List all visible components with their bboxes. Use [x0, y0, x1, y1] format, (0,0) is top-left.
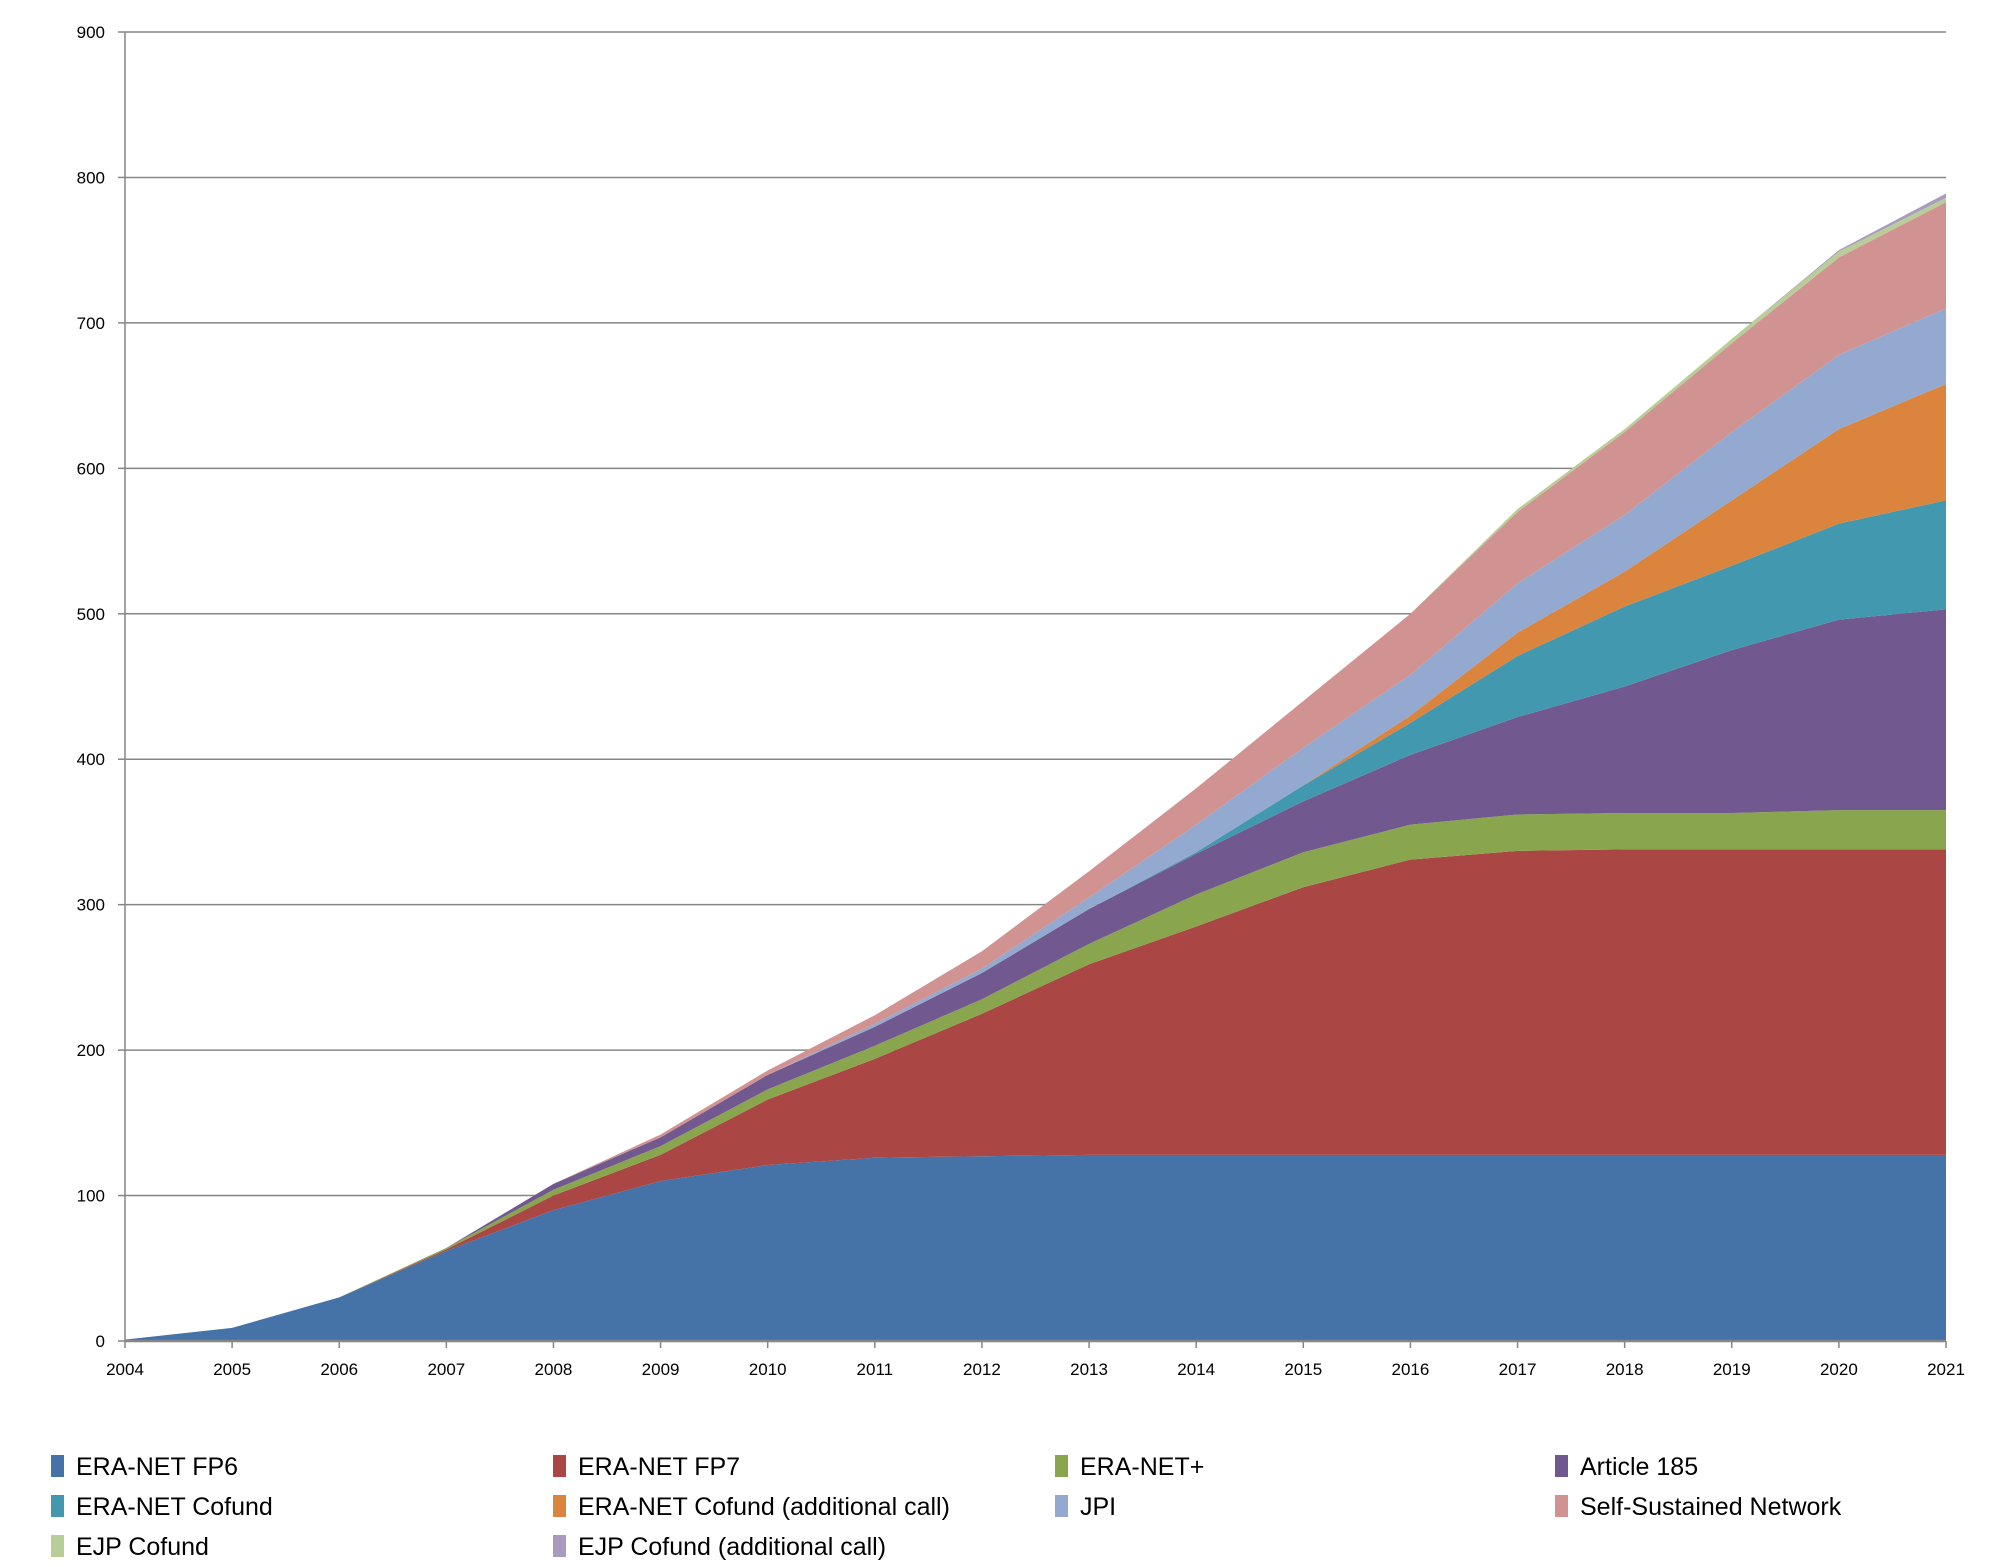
- legend-swatch: [553, 1495, 566, 1517]
- area-era-net-fp6: [125, 1154, 1946, 1341]
- legend-swatch: [553, 1535, 566, 1557]
- legend: ERA-NET FP6 ERA-NET FP7 ERA-NET+ Article 18…: [51, 1453, 1842, 1561]
- x-tick-label: 2006: [320, 1360, 358, 1379]
- legend-item: EJP Cofund: [51, 1533, 209, 1561]
- y-tick-label: 700: [77, 314, 105, 333]
- y-tick-label: 400: [77, 750, 105, 769]
- legend-item: JPI: [1055, 1493, 1116, 1521]
- x-tick-label: 2014: [1177, 1360, 1215, 1379]
- legend-label: Self-Sustained Network: [1580, 1493, 1842, 1521]
- legend-label: ERA-NET FP7: [578, 1453, 740, 1481]
- legend-label: EJP Cofund: [76, 1533, 209, 1561]
- x-tick-label: 2004: [106, 1360, 144, 1379]
- gridlines: [125, 31, 1946, 1197]
- legend-label: ERA-NET+: [1080, 1453, 1204, 1481]
- legend-label: ERA-NET Cofund (additional call): [578, 1493, 950, 1521]
- x-tick-label: 2007: [427, 1360, 465, 1379]
- legend-item: EJP Cofund (additional call): [553, 1533, 886, 1561]
- legend-label: ERA-NET Cofund: [76, 1493, 273, 1521]
- legend-label: EJP Cofund (additional call): [578, 1533, 886, 1561]
- legend-item: ERA-NET Cofund (additional call): [553, 1493, 950, 1521]
- x-tick-label: 2011: [857, 1360, 894, 1379]
- x-tick-label: 2013: [1070, 1360, 1108, 1379]
- legend-swatch: [51, 1495, 64, 1517]
- legend-item: Self-Sustained Network: [1555, 1493, 1842, 1521]
- legend-swatch: [553, 1455, 566, 1477]
- legend-swatch: [1055, 1455, 1068, 1477]
- legend-swatch: [1055, 1495, 1068, 1517]
- y-tick-label: 500: [77, 605, 105, 624]
- x-tick-label: 2020: [1820, 1360, 1858, 1379]
- y-tick-label: 300: [77, 896, 105, 915]
- x-tick-labels: 2004 2005 2006 2007 2008 2009 2010 2011 2012 2013…: [106, 1360, 1965, 1379]
- legend-swatch: [1555, 1455, 1568, 1477]
- x-tick-label: 2019: [1713, 1360, 1751, 1379]
- x-tick-label: 2018: [1606, 1360, 1644, 1379]
- legend-item: Article 185: [1555, 1453, 1698, 1481]
- x-tick-label: 2021: [1927, 1360, 1965, 1379]
- series-areas: [125, 193, 1946, 1341]
- legend-item: ERA-NET FP6: [51, 1453, 238, 1481]
- x-tick-label: 2009: [642, 1360, 680, 1379]
- x-tick-label: 2010: [749, 1360, 787, 1379]
- legend-swatch: [1555, 1495, 1568, 1517]
- legend-item: ERA-NET Cofund: [51, 1493, 273, 1521]
- y-tick-label: 200: [77, 1041, 105, 1060]
- x-tick-label: 2008: [535, 1360, 573, 1379]
- area-jpi: [125, 308, 1946, 1340]
- x-tick-label: 2005: [213, 1360, 251, 1379]
- x-tick-label: 2015: [1284, 1360, 1322, 1379]
- y-tick-label: 0: [96, 1332, 105, 1351]
- legend-label: Article 185: [1580, 1453, 1698, 1481]
- y-tick-label: 800: [77, 168, 105, 187]
- area-article-185: [125, 609, 1946, 1340]
- area-era-net-cofund: [125, 500, 1946, 1340]
- y-tick-label: 600: [77, 459, 105, 478]
- y-tick-labels: 0 100 200 300 400 500 600 700 800 900: [77, 23, 105, 1351]
- legend-item: ERA-NET FP7: [553, 1453, 740, 1481]
- x-tick-label: 2017: [1499, 1360, 1537, 1379]
- x-tick-label: 2012: [963, 1360, 1001, 1379]
- legend-label: ERA-NET FP6: [76, 1453, 238, 1481]
- area-era-net-fp7: [125, 849, 1946, 1340]
- legend-swatch: [51, 1455, 64, 1477]
- axes: [118, 31, 1947, 1348]
- x-tick-label: 2016: [1391, 1360, 1429, 1379]
- legend-label: JPI: [1080, 1493, 1116, 1521]
- legend-item: ERA-NET+: [1055, 1453, 1204, 1481]
- legend-swatch: [51, 1535, 64, 1557]
- area-era-net-cofund-additional-call: [125, 383, 1946, 1340]
- y-tick-label: 900: [77, 23, 105, 42]
- y-tick-label: 100: [77, 1187, 105, 1206]
